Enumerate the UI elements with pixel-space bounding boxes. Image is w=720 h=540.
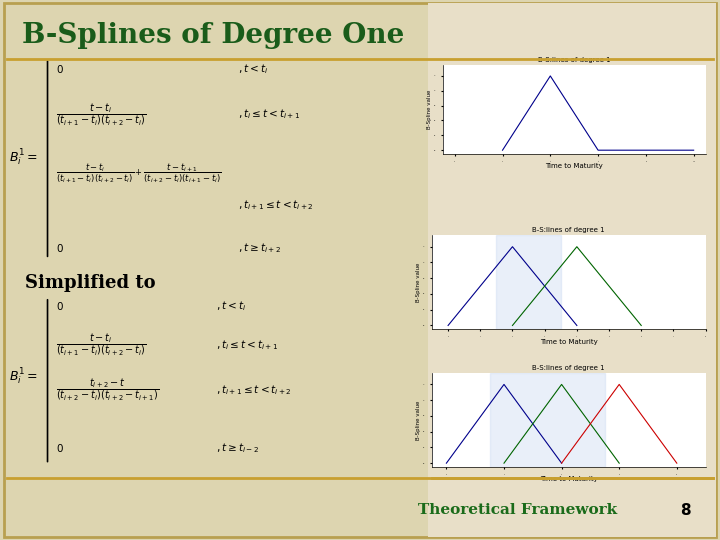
Y-axis label: B-Spline value: B-Spline value: [427, 90, 432, 129]
Text: $0$: $0$: [56, 442, 64, 455]
Text: $, t \geq t_{i+2}$: $, t \geq t_{i+2}$: [238, 241, 281, 255]
Text: $, t \geq t_{i-2}$: $, t \geq t_{i-2}$: [216, 442, 259, 455]
Text: 8: 8: [680, 503, 691, 518]
Text: Theoretical Framework: Theoretical Framework: [418, 503, 617, 517]
Text: $\dfrac{t_{i+2} - t}{(t_{i+2} - t_i)(t_{i+2} - t_{i+1})}$: $\dfrac{t_{i+2} - t}{(t_{i+2} - t_i)(t_{…: [56, 376, 160, 403]
Title: B-S:lines of degree 1: B-S:lines of degree 1: [538, 57, 611, 63]
Text: $, t_i \leq t < t_{i+1}$: $, t_i \leq t < t_{i+1}$: [216, 338, 278, 352]
Text: Simplified to: Simplified to: [25, 274, 156, 293]
X-axis label: Time to Maturity: Time to Maturity: [540, 476, 598, 482]
Text: $, t < t_i$: $, t < t_i$: [216, 299, 246, 313]
X-axis label: Time to Maturity: Time to Maturity: [540, 339, 598, 345]
Text: $, t_{i+1} \leq t < t_{i+2}$: $, t_{i+1} \leq t < t_{i+2}$: [238, 198, 313, 212]
Text: $0$: $0$: [56, 300, 64, 312]
Text: $\dfrac{t - t_i}{(t_{i+1} - t_i)(t_{i+2} - t_i)}$: $\dfrac{t - t_i}{(t_{i+1} - t_i)(t_{i+2}…: [56, 102, 147, 127]
Text: $\dfrac{t - t_i}{(t_{i+1} - t_i)(t_{i+2} - t_i)}$: $\dfrac{t - t_i}{(t_{i+1} - t_i)(t_{i+2}…: [56, 332, 147, 358]
Text: $, t < t_i$: $, t < t_i$: [238, 62, 268, 76]
Text: $0$: $0$: [56, 63, 64, 75]
Bar: [490, 373, 605, 467]
Text: B-Splines of Degree One: B-Splines of Degree One: [22, 22, 404, 49]
Text: $B_i^1 =$: $B_i^1 =$: [9, 147, 37, 168]
Y-axis label: B-Spline value: B-Spline value: [416, 262, 421, 302]
Text: $, t_{i+1} \leq t < t_{i+2}$: $, t_{i+1} \leq t < t_{i+2}$: [216, 383, 292, 396]
Title: B-S:lines of degree 1: B-S:lines of degree 1: [533, 365, 605, 371]
Title: B-S:lines of degree 1: B-S:lines of degree 1: [533, 227, 605, 233]
Text: $\dfrac{t - t_i}{(t_{i+1} - t_i)(t_{i+2} - t_i)} + \dfrac{t - t_{i+1}}{(t_{i+2} : $\dfrac{t - t_i}{(t_{i+1} - t_i)(t_{i+2}…: [56, 161, 222, 185]
Text: $0$: $0$: [56, 242, 64, 254]
Text: $, t_i \leq t < t_{i+1}$: $, t_i \leq t < t_{i+1}$: [238, 107, 300, 122]
Bar: [496, 235, 561, 329]
Y-axis label: B-Spline value: B-Spline value: [416, 400, 421, 440]
Text: $B_i^1 =$: $B_i^1 =$: [9, 367, 37, 387]
X-axis label: Time to Maturity: Time to Maturity: [545, 163, 603, 169]
